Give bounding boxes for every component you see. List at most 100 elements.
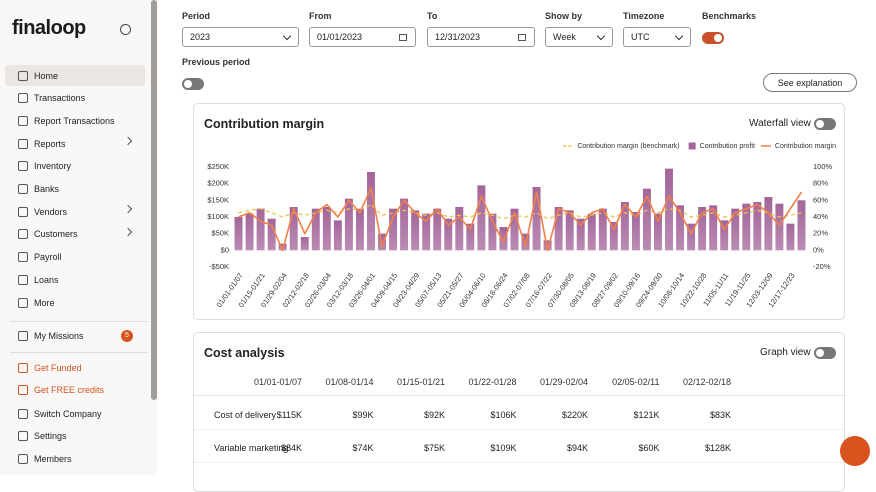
benchmarks-toggle[interactable] [702, 32, 724, 44]
bar [631, 212, 640, 251]
filter-control[interactable]: Week [545, 27, 613, 47]
nav-item[interactable]: Reports [5, 133, 145, 154]
cell: $60K [638, 443, 660, 453]
y-tick-label: $100K [207, 212, 229, 221]
bar [521, 233, 530, 251]
filter-value: 2023 [190, 32, 211, 42]
nav-item[interactable]: Members [5, 448, 145, 469]
cell: $109K [490, 443, 517, 453]
filter-control[interactable]: 12/31/2023 [427, 27, 535, 47]
nav-item[interactable]: Vendors [5, 201, 145, 222]
nav-icon [18, 138, 28, 149]
bar [742, 203, 751, 251]
filter-label: Benchmarks [702, 11, 757, 21]
filter-control[interactable]: 2023 [182, 27, 299, 47]
bar [764, 197, 773, 251]
chevron [123, 204, 133, 214]
y-tick-label: $250K [207, 162, 229, 171]
bar [499, 227, 508, 251]
nav-item[interactable]: Transactions [5, 88, 145, 109]
nav-label: Customers [34, 229, 78, 240]
bar [676, 205, 685, 251]
nav-item[interactable]: More [5, 292, 145, 313]
column-header: 02/05-02/11 [612, 377, 660, 387]
chat-button[interactable] [840, 436, 870, 466]
waterfall-toggle[interactable] [814, 118, 836, 130]
cell: $220K [561, 410, 588, 420]
bar [775, 203, 784, 251]
bar [322, 207, 331, 251]
nav-item[interactable]: Report Transactions [5, 110, 145, 131]
nav-item[interactable]: Get Funded [5, 357, 145, 378]
nav-item[interactable]: My Missions 5 [5, 325, 145, 346]
nav-item[interactable]: Customers [5, 224, 145, 245]
nav-icon [18, 229, 28, 240]
nav-item[interactable]: Get FREE credits [5, 380, 145, 401]
line-series [238, 203, 802, 220]
nav-icon [18, 297, 28, 308]
nav-icon [18, 431, 28, 442]
bar [731, 208, 740, 251]
nav-item[interactable]: Banks [5, 179, 145, 200]
nav-label: Vendors [34, 206, 68, 217]
column-header: 01/29-02/04 [539, 377, 588, 387]
filter-label: Timezone [623, 11, 665, 21]
scrollbar[interactable] [151, 0, 157, 400]
nav-label: Inventory [34, 161, 72, 172]
bar [797, 200, 806, 251]
bar [543, 240, 552, 251]
y-tick-label: $200K [207, 179, 229, 188]
nav-icon [18, 206, 28, 217]
nav-icon [18, 274, 28, 285]
filter-label: From [309, 11, 332, 21]
nav-item[interactable]: Inventory [5, 156, 145, 177]
cell: $106K [490, 410, 517, 420]
y2-tick-label: 0% [813, 245, 824, 254]
filter-value: Week [553, 32, 576, 42]
cell: $74K [352, 443, 374, 453]
nav-icon [18, 115, 28, 126]
nav-label: Settings [34, 431, 67, 442]
row-label: Variable marketing [214, 443, 289, 453]
nav-label: Transactions [34, 93, 86, 104]
nav-icon [18, 161, 28, 172]
page: finaloop Home Transactions Report Transact… [5, 0, 870, 492]
legend-swatch [688, 142, 696, 150]
bar [444, 218, 453, 251]
nav-icon [18, 330, 28, 341]
nav-label: Payroll [34, 252, 62, 263]
filter-control[interactable]: UTC [623, 27, 691, 47]
divider [10, 321, 148, 322]
y-tick-label: $0 [221, 245, 229, 254]
nav-item[interactable]: Switch Company [5, 403, 145, 424]
legend-label: Contribution margin [775, 143, 836, 150]
cell: $115K [276, 410, 302, 420]
nav-label: Reports [34, 138, 66, 149]
cell: $94K [566, 443, 588, 453]
nav-item[interactable]: Settings [5, 426, 145, 447]
column-header: 01/15-01/21 [396, 377, 445, 387]
column-header: 01/22-01/28 [468, 377, 517, 387]
filter-control[interactable]: 01/01/2023 [309, 27, 416, 47]
row-label: Cost of delivery [214, 410, 277, 420]
filter-value: UTC [631, 32, 650, 42]
previous-toggle[interactable] [182, 78, 204, 90]
bar [654, 213, 662, 251]
calendar-icon [399, 34, 407, 41]
cell: $75K [423, 443, 445, 453]
nav-item[interactable]: Home [5, 65, 145, 86]
bar [698, 207, 707, 251]
nav-item[interactable]: Loans [5, 269, 145, 290]
line-series [238, 187, 803, 252]
graph-toggle[interactable] [814, 347, 836, 359]
bar [554, 207, 563, 251]
bar [333, 220, 342, 251]
y2-tick-label: 100% [813, 162, 833, 171]
nav-label: Loans [34, 274, 59, 285]
bar [786, 223, 795, 251]
nav-item[interactable]: Payroll [5, 247, 145, 268]
bar [576, 218, 585, 251]
bar [477, 185, 486, 251]
explanation-button[interactable]: See explanation [763, 73, 857, 92]
collapse-button[interactable] [120, 24, 131, 35]
